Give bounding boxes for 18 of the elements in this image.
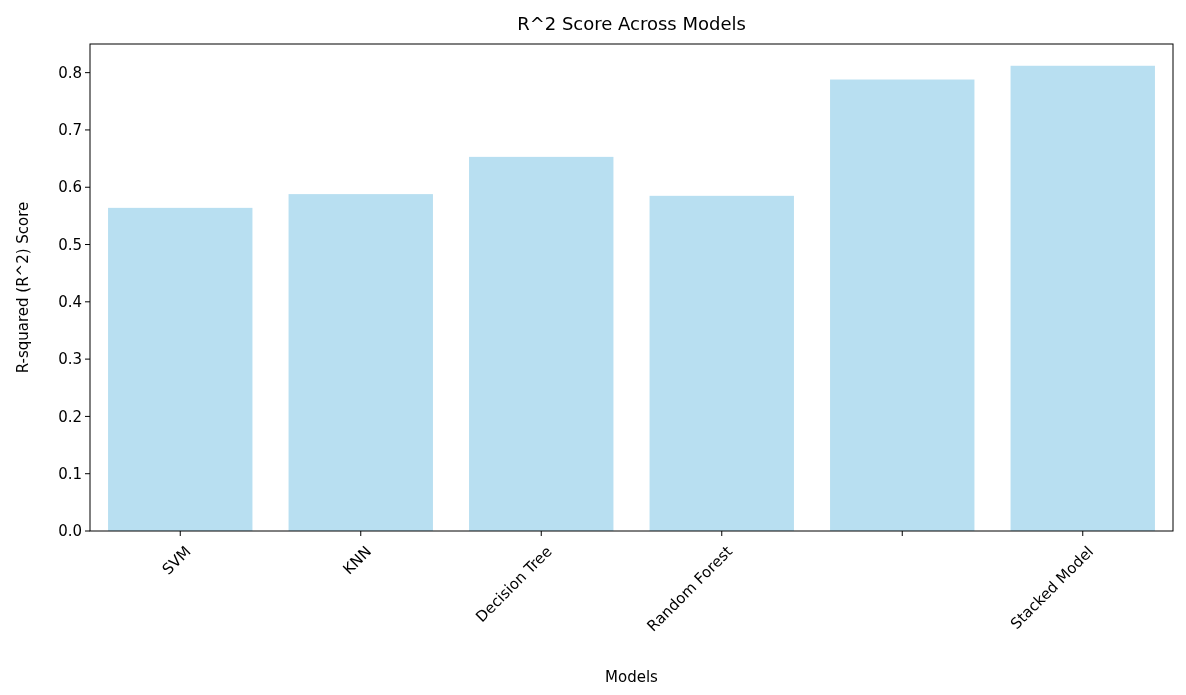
bar (288, 194, 433, 531)
bar (830, 79, 975, 531)
bar (108, 207, 253, 531)
y-tick-label: 0.6 (58, 178, 82, 197)
y-tick-label: 0.0 (58, 522, 82, 541)
y-tick-label: 0.5 (58, 235, 82, 254)
chart-title: R^2 Score Across Models (517, 13, 746, 34)
y-tick-label: 0.1 (58, 464, 82, 483)
bar (649, 195, 794, 531)
y-axis-title: R-squared (R^2) Score (14, 201, 32, 374)
y-tick-label: 0.3 (58, 350, 82, 369)
y-tick-label: 0.8 (58, 63, 82, 82)
y-tick-label: 0.2 (58, 407, 82, 426)
bar (1010, 65, 1155, 531)
x-axis-title: Models (605, 668, 659, 686)
y-tick-label: 0.4 (58, 293, 82, 312)
y-tick-label: 0.7 (58, 121, 82, 140)
bar (469, 156, 614, 531)
